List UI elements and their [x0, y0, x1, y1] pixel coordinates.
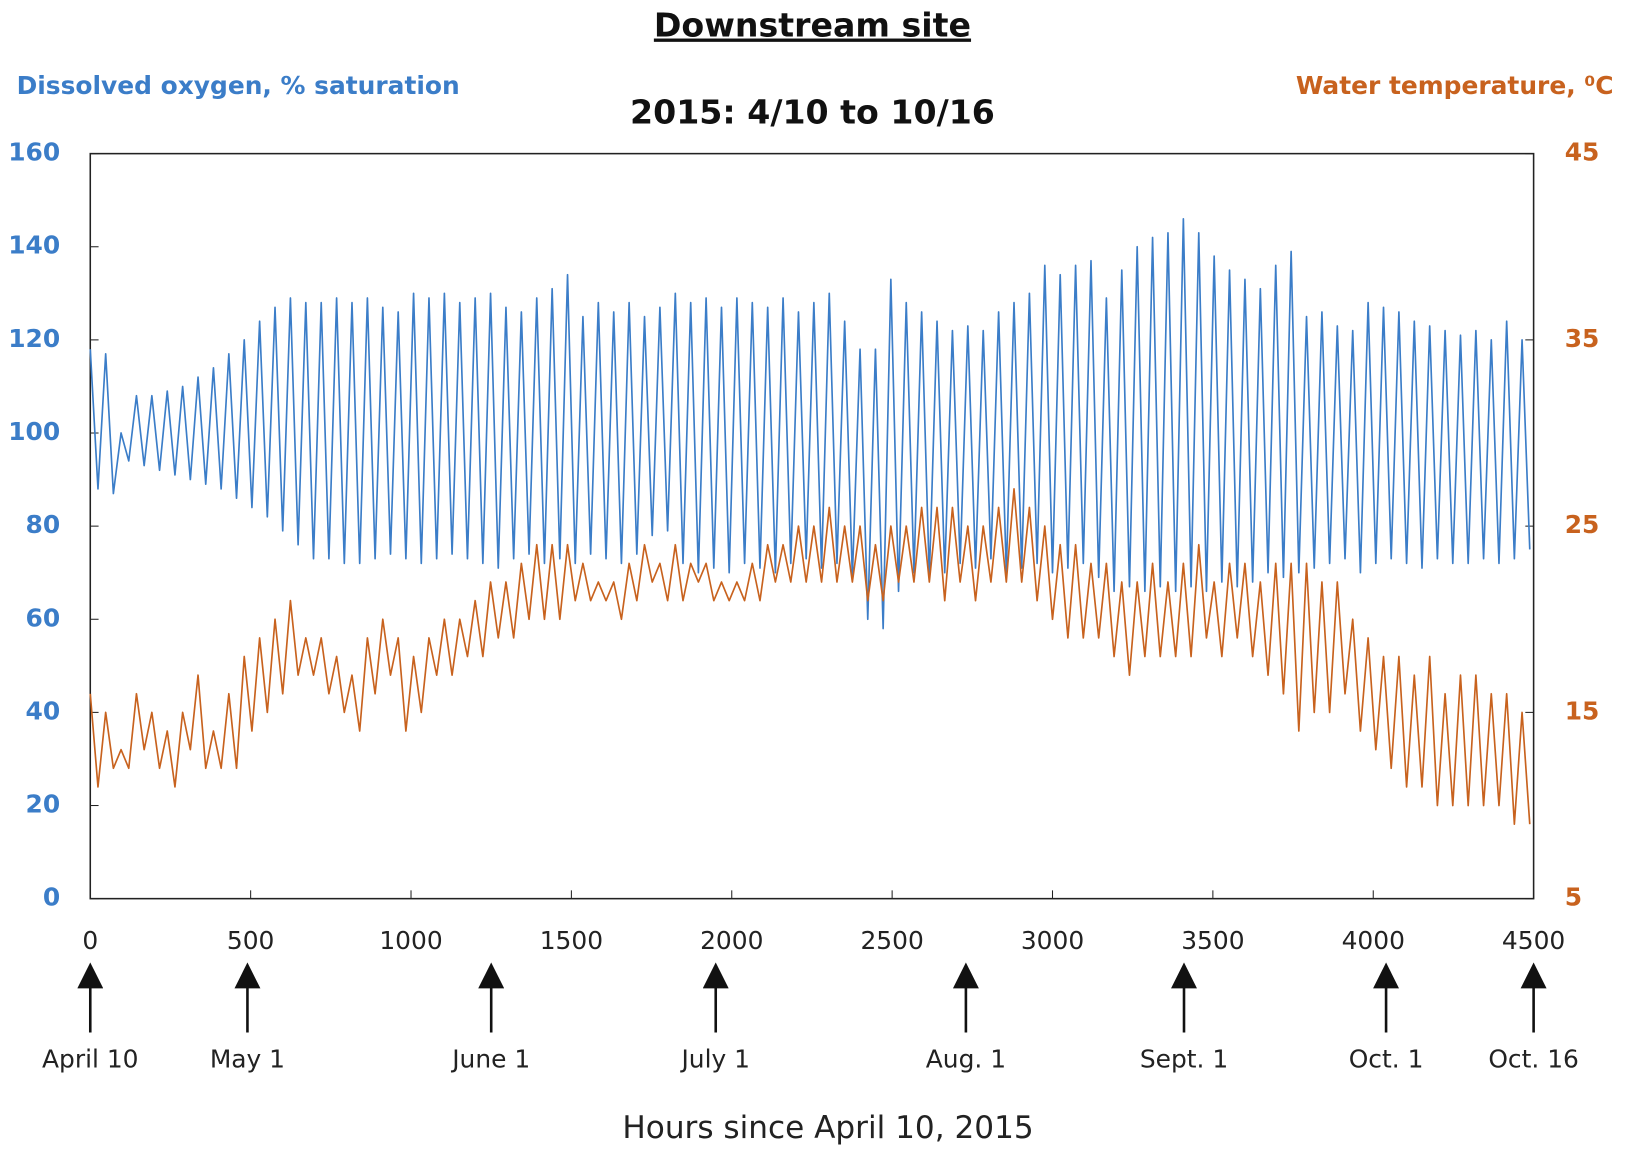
y-tick-label: 20 [26, 790, 61, 819]
series-line [89, 217, 1531, 630]
date-label: July 1 [679, 1045, 750, 1074]
x-axis-label: Hours since April 10, 2015 [622, 1110, 1033, 1146]
date-label: Aug. 1 [926, 1045, 1006, 1074]
date-label: Oct. 1 [1349, 1045, 1424, 1074]
y-axis-label: Dissolved oxygen, % saturation [17, 71, 460, 100]
y-tick-label: 140 [8, 231, 60, 260]
chart-title: Downstream site [654, 6, 971, 45]
date-label: Sept. 1 [1140, 1045, 1228, 1074]
y2-tick-label: 5 [1565, 883, 1582, 912]
x-tick-label: 500 [227, 926, 275, 955]
x-tick-label: 4000 [1342, 926, 1405, 955]
y2-tick-label: 25 [1565, 510, 1600, 539]
date-label: Oct. 16 [1488, 1045, 1579, 1074]
y2-axis-label: Water temperature, ⁰C [1296, 71, 1614, 100]
x-tick-label: 1000 [379, 926, 442, 955]
y-tick-label: 100 [8, 417, 60, 446]
x-tick-label: 0 [82, 926, 98, 955]
date-label: June 1 [450, 1045, 530, 1074]
x-tick-label: 1500 [540, 926, 603, 955]
y2-tick-label: 45 [1565, 138, 1600, 167]
y2-tick-label: 15 [1565, 696, 1600, 725]
x-tick-label: 3500 [1181, 926, 1244, 955]
series-line [89, 488, 1531, 825]
x-tick-label: 2000 [700, 926, 763, 955]
chart-subtitle: 2015: 4/10 to 10/16 [630, 93, 995, 132]
y-tick-label: 0 [43, 883, 60, 912]
plot-frame [89, 152, 1535, 900]
x-tick-label: 2500 [860, 926, 923, 955]
y-tick-label: 160 [8, 138, 60, 167]
y-tick-label: 40 [26, 696, 61, 725]
y-tick-label: 120 [8, 324, 60, 353]
date-label: April 10 [42, 1045, 138, 1074]
x-tick-label: 4500 [1502, 926, 1565, 955]
y-tick-label: 60 [26, 603, 61, 632]
y2-tick-label: 35 [1565, 324, 1600, 353]
date-label: May 1 [210, 1045, 285, 1074]
y-tick-label: 80 [26, 510, 61, 539]
x-tick-label: 3000 [1021, 926, 1084, 955]
